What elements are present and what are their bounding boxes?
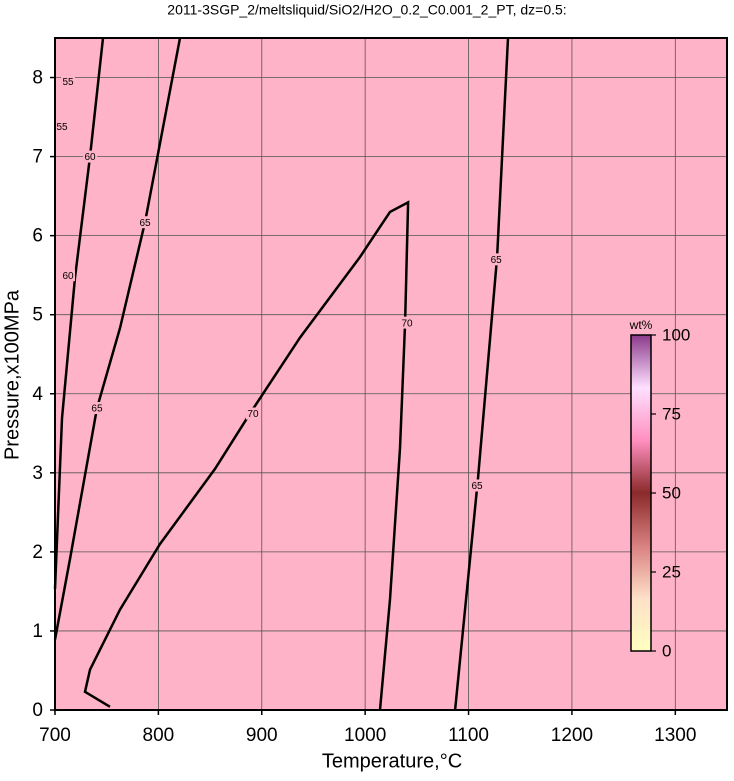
x-tick-label: 900: [246, 725, 278, 746]
y-tick-label: 1: [32, 621, 43, 642]
y-tick-label: 6: [32, 226, 43, 247]
contour-label-bg: [245, 407, 260, 420]
contour-label-bg: [89, 401, 104, 414]
chart-title: 2011-3SGP_2/meltsliquid/SiO2/H2O_0.2_C0.…: [167, 2, 566, 18]
contour-label-bg: [470, 479, 485, 492]
x-tick-label: 1100: [448, 725, 489, 746]
contour-line: [83, 200, 410, 711]
contour-label-bg: [61, 75, 76, 88]
colorbar-tick-label: 100: [662, 325, 690, 344]
contour-label-bg: [489, 253, 504, 266]
colorbar-tick-label: 0: [662, 641, 671, 660]
y-tick-label: 8: [32, 68, 43, 89]
colorbar-bar: [630, 334, 652, 652]
contour-label-bg: [55, 120, 70, 133]
x-axis-label: Temperature,°C: [322, 750, 462, 772]
colorbar-tick-label: 50: [662, 483, 681, 502]
y-tick-label: 4: [32, 384, 43, 405]
contour-label-bg: [400, 316, 415, 329]
x-tick-label: 800: [143, 725, 175, 746]
y-tick-label: 5: [32, 305, 43, 326]
y-tick-label: 0: [32, 700, 43, 721]
contour-label-bg: [138, 216, 153, 229]
contour-label: 65: [471, 481, 483, 492]
colorbar: wt% 0 25 50 75 100: [629, 318, 691, 660]
contour-label: 55: [56, 122, 68, 133]
plot-frame: [54, 37, 728, 711]
contour-label: 70: [247, 409, 259, 420]
contour-label: 70: [401, 318, 413, 329]
contour-label-bg: [83, 150, 98, 163]
y-tick-label: 2: [32, 542, 43, 563]
contour-label: 65: [91, 404, 103, 415]
y-tick-label: 7: [32, 147, 43, 168]
x-tick-label: 1300: [654, 725, 696, 746]
x-tick-label: 1200: [551, 725, 593, 746]
colorbar-label: wt%: [629, 318, 653, 332]
contour-label: 65: [139, 218, 151, 229]
contour-line: [53, 37, 182, 640]
contour-line: [453, 37, 510, 711]
x-tick-label: 1000: [344, 725, 386, 746]
colorbar-tick-label: 25: [662, 562, 681, 581]
plot-background: [55, 38, 727, 710]
contour-label: 60: [62, 271, 74, 282]
colorbar-tick-label: 75: [662, 404, 681, 423]
contour-label: 65: [491, 255, 503, 266]
contour-label-bg: [61, 269, 76, 282]
x-tick-label: 700: [39, 725, 71, 746]
y-tick-label: 3: [32, 463, 43, 484]
contour-label: 55: [62, 77, 74, 88]
y-axis-label: Pressure,x100MPa: [1, 289, 23, 460]
contour-label: 60: [84, 152, 96, 163]
